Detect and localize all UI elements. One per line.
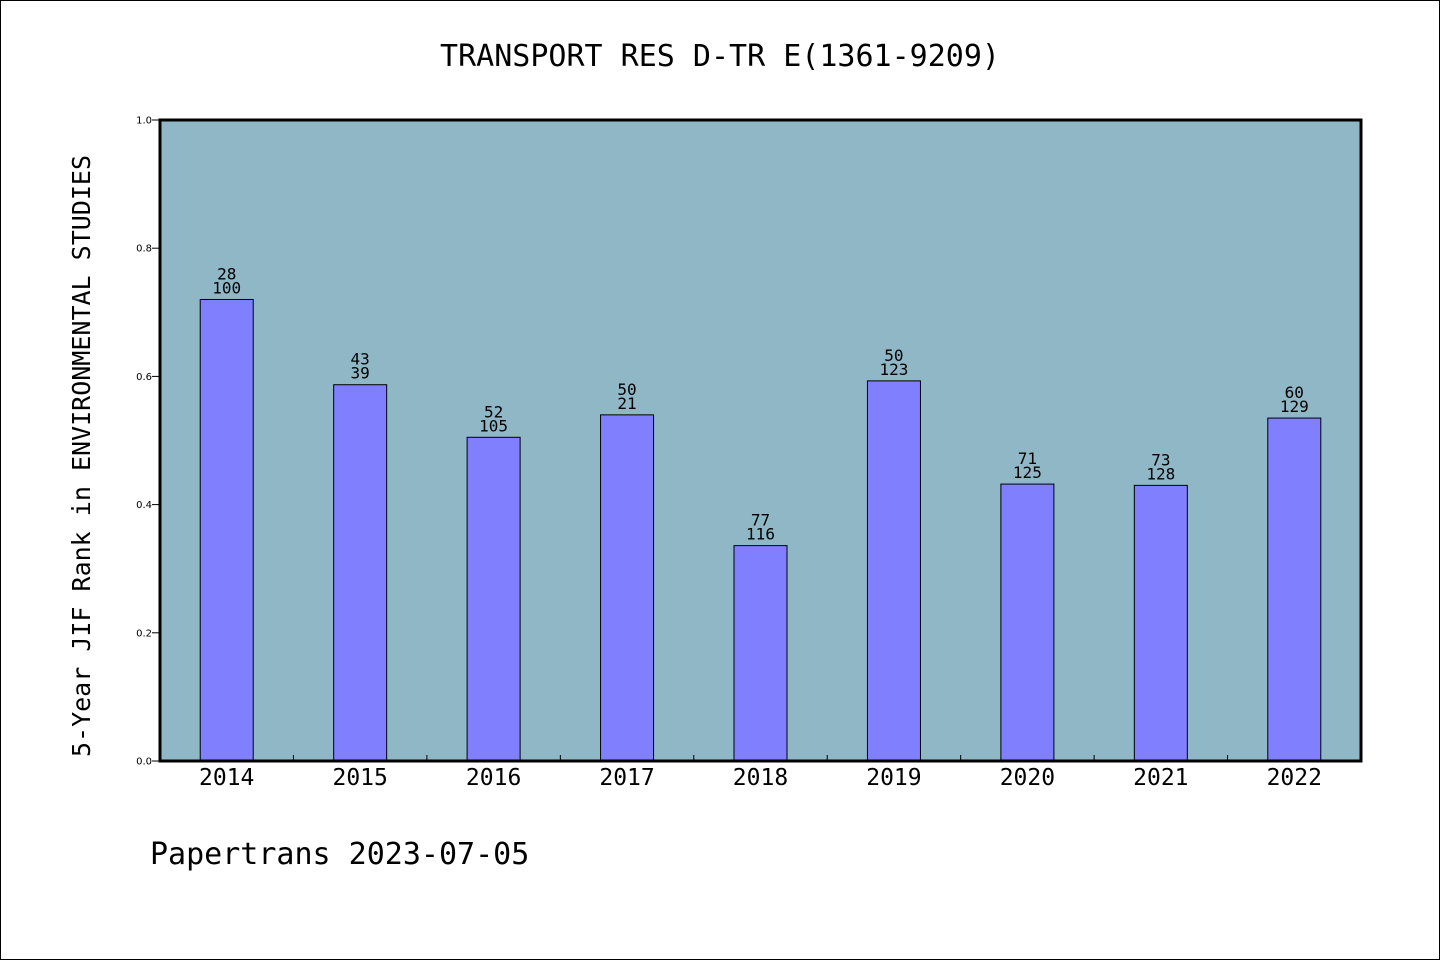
- bar-label-bottom: 21: [617, 394, 636, 413]
- bar-label-top: 50: [884, 346, 903, 365]
- bar-label-bottom: 123: [879, 360, 908, 379]
- y-tick-label: 0.4: [136, 500, 152, 511]
- footer-text: Papertrans 2023-07-05: [150, 837, 529, 872]
- x-tick-label: 2018: [733, 765, 788, 791]
- x-tick-label: 2022: [1267, 765, 1322, 791]
- bar-2015: [333, 384, 388, 762]
- x-tick-label: 2014: [199, 765, 254, 791]
- bar-2018: [733, 545, 788, 762]
- bar-2021: [1133, 484, 1188, 762]
- chart-title: TRANSPORT RES D-TR E(1361-9209): [440, 39, 1000, 74]
- x-axis-ticks: 2014 2015 2016 2017 2018 2019 2020 2021 2022: [199, 755, 1322, 791]
- bar-2022: [1267, 417, 1322, 762]
- x-tick-label: 2016: [466, 765, 521, 791]
- bar-2019: [866, 380, 921, 762]
- x-tick-label: 2020: [1000, 765, 1055, 791]
- y-tick-label: 0.0: [136, 757, 152, 768]
- bar-label-top: 50: [617, 380, 636, 399]
- bar-2020: [1000, 483, 1055, 762]
- x-tick-label: 2015: [332, 765, 387, 791]
- x-tick-label: 2019: [866, 765, 921, 791]
- bar-label-top: 52: [484, 402, 503, 421]
- y-tick-label: 0.8: [136, 244, 152, 255]
- bar-label-top: 77: [751, 511, 770, 530]
- bar-label-top: 71: [1018, 449, 1037, 468]
- y-axis-label: 5-Year JIF Rank in ENVIRONMENTAL STUDIES: [67, 155, 96, 757]
- bar-label-bottom: 100: [212, 278, 241, 297]
- bar-label-bottom: 39: [351, 364, 370, 383]
- bar-label-top: 73: [1151, 450, 1170, 469]
- bar-label-bottom: 129: [1280, 397, 1309, 416]
- bar-label-bottom: 125: [1013, 463, 1042, 482]
- y-tick-label: 0.6: [136, 372, 152, 383]
- y-tick-label: 0.2: [136, 628, 152, 639]
- y-tick-label: 1.0: [136, 116, 152, 127]
- bar-label-top: 43: [351, 350, 370, 369]
- bar-label-top: 28: [217, 264, 236, 283]
- plot-border: [158, 118, 1363, 763]
- bar-2016: [466, 436, 521, 762]
- bars-group: [199, 298, 1322, 762]
- x-tick-label: 2021: [1133, 765, 1188, 791]
- bar-2017: [600, 414, 655, 762]
- bar-2014: [199, 298, 254, 762]
- bar-label-bottom: 105: [479, 416, 508, 435]
- x-tick-label: 2017: [599, 765, 654, 791]
- bar-labels-group: 2810043395210550217711650123711257312860…: [212, 264, 1308, 543]
- bar-label-bottom: 128: [1146, 464, 1175, 483]
- y-axis-ticks: 0.0 0.2 0.4 0.6 0.8 1.0: [136, 116, 160, 768]
- bar-label-top: 60: [1285, 383, 1304, 402]
- bar-label-bottom: 116: [746, 525, 775, 544]
